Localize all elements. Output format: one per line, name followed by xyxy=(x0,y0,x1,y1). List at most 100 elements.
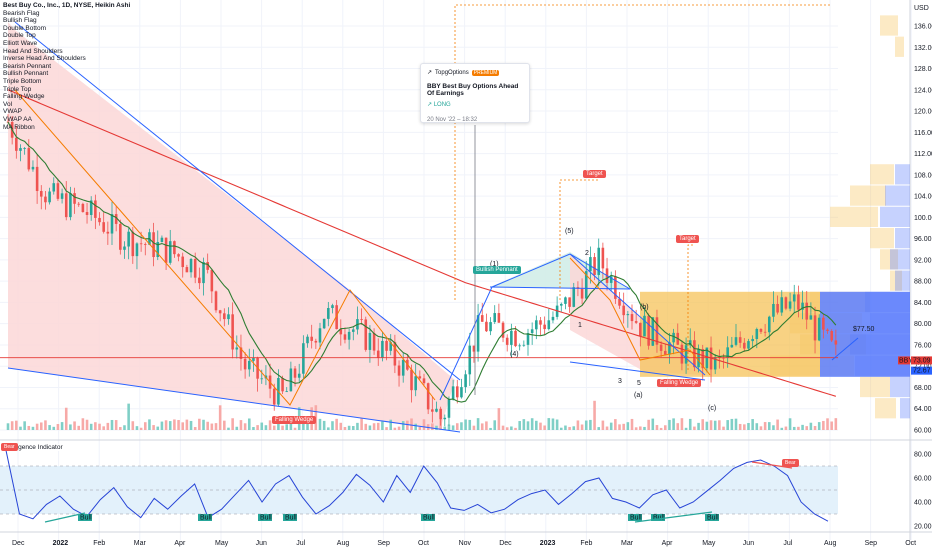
legend-item[interactable]: Inverse Head And Shoulders xyxy=(3,55,86,63)
legend-item[interactable]: Double Top xyxy=(3,32,36,40)
profile-bar xyxy=(870,164,894,185)
candle-body xyxy=(830,330,833,341)
volume-bar xyxy=(734,418,738,430)
candle-body xyxy=(826,329,829,331)
ma-line-fast xyxy=(7,121,837,403)
candle-body xyxy=(243,358,247,370)
idea-card[interactable]: ↗ TopgOptions PREMIUM BBY Best Buy Optio… xyxy=(420,63,530,123)
volume-bar xyxy=(322,420,326,430)
candle-body xyxy=(647,315,650,346)
falling-wedge-label-2: Falling Wedge xyxy=(657,379,702,387)
value-area-blue xyxy=(820,291,910,377)
legend-item[interactable]: Bullish Flag xyxy=(3,17,37,25)
time-tick-label: Apr xyxy=(174,540,186,547)
volume-bar xyxy=(543,425,546,430)
profile-bar xyxy=(890,249,910,270)
candle-body xyxy=(455,386,459,398)
wave-label: (c) xyxy=(708,405,716,412)
legend-item[interactable]: Head And Shoulders xyxy=(3,47,63,55)
volume-bar xyxy=(476,418,480,430)
moving-averages xyxy=(0,89,838,403)
legend-item[interactable]: Triple Top xyxy=(3,85,32,93)
volume-bar xyxy=(77,425,81,430)
candle-body xyxy=(360,319,363,320)
time-tick-label: Oct xyxy=(905,540,916,547)
legend-item[interactable]: Falling Wedge xyxy=(3,93,45,101)
time-tick-label: Feb xyxy=(580,540,592,547)
volume-bar xyxy=(272,425,276,430)
profile-bar xyxy=(880,249,898,270)
volume-bar xyxy=(52,426,56,430)
bear-divergence-line xyxy=(751,461,793,469)
time-tick-label: Apr xyxy=(662,540,674,547)
idea-author[interactable]: TopgOptions xyxy=(435,69,469,76)
time-tick-label: Jun xyxy=(743,540,754,547)
candle-body xyxy=(476,315,480,352)
bull-label-bg xyxy=(78,514,92,521)
bullish-pennant-label: Bullish Pennant xyxy=(473,266,521,274)
volume-bar xyxy=(264,425,268,430)
volume-bar xyxy=(27,425,31,430)
legend-item[interactable]: Triple Bottom xyxy=(3,77,42,85)
candle-body xyxy=(173,241,176,255)
idea-title[interactable]: BBY Best Buy Options Ahead Of Earnings xyxy=(427,83,519,97)
target-line-2 xyxy=(687,244,695,370)
price-tick-label: 84.00 xyxy=(914,300,932,307)
candle-body xyxy=(643,315,646,337)
candle-body xyxy=(60,193,64,199)
legend-item[interactable]: VWAP xyxy=(3,108,22,116)
legend-item[interactable]: MA Ribbon xyxy=(3,123,35,131)
candle-body xyxy=(426,383,430,410)
volume-bar xyxy=(152,425,155,430)
legend-item[interactable]: Vol xyxy=(3,100,13,108)
legend-item[interactable]: Bearish Pennant xyxy=(3,62,52,70)
price-tick-label: 100.00 xyxy=(914,215,932,222)
bull-label: Bull xyxy=(285,515,297,522)
candle-body xyxy=(755,329,759,339)
wave-label: 2 xyxy=(585,250,589,257)
indicator-title[interactable]: Divergence Indicator xyxy=(3,444,63,451)
volume-bar xyxy=(813,425,817,430)
volume-bar xyxy=(443,426,447,430)
wave-label: (a) xyxy=(634,392,643,399)
candle-body xyxy=(260,378,264,380)
candle-body xyxy=(447,399,451,418)
time-tick-label: 2022 xyxy=(53,540,69,547)
legend-item[interactable]: Bullish Pennant xyxy=(3,70,49,78)
candle-body xyxy=(106,231,110,234)
legend-item[interactable]: VWAP AA xyxy=(3,115,32,123)
bull-label-bg xyxy=(283,514,297,521)
volume-bar xyxy=(256,425,259,430)
profile-bar xyxy=(860,376,890,398)
bull-label-bg xyxy=(258,514,272,521)
volume-bar xyxy=(510,426,513,430)
volume-bar xyxy=(584,420,588,430)
volume-bar xyxy=(697,422,700,430)
legend-item[interactable]: Bearish Flag xyxy=(3,9,40,17)
legend-item[interactable]: Double Bottom xyxy=(3,24,46,32)
symbol-title[interactable]: Best Buy Co., Inc., 1D, NYSE, Heikin Ash… xyxy=(3,2,131,9)
volume-bar xyxy=(102,426,105,430)
candle-body xyxy=(401,359,405,376)
orange-wave-line xyxy=(569,257,711,376)
candle-body xyxy=(152,232,155,258)
volume-bar xyxy=(351,426,355,430)
volume-bar xyxy=(830,421,833,430)
idea-direction: ↗ LONG xyxy=(427,102,451,108)
volume-bar xyxy=(422,419,426,430)
candle-body xyxy=(69,193,72,218)
volume-bar xyxy=(81,418,85,430)
candle-body xyxy=(64,193,68,218)
volume-bar xyxy=(173,419,176,430)
candle-body xyxy=(35,166,39,192)
legend-item[interactable]: Elliott Wave xyxy=(3,39,38,47)
volume-bar xyxy=(447,424,451,430)
bull-label: Bull xyxy=(260,515,272,522)
candle-body xyxy=(792,294,796,302)
volume-bar xyxy=(480,423,484,430)
profile-bar xyxy=(885,185,910,206)
candle-body xyxy=(772,303,775,317)
volume-bar xyxy=(589,419,592,430)
candle-body xyxy=(131,231,135,257)
candle-body xyxy=(480,315,484,322)
